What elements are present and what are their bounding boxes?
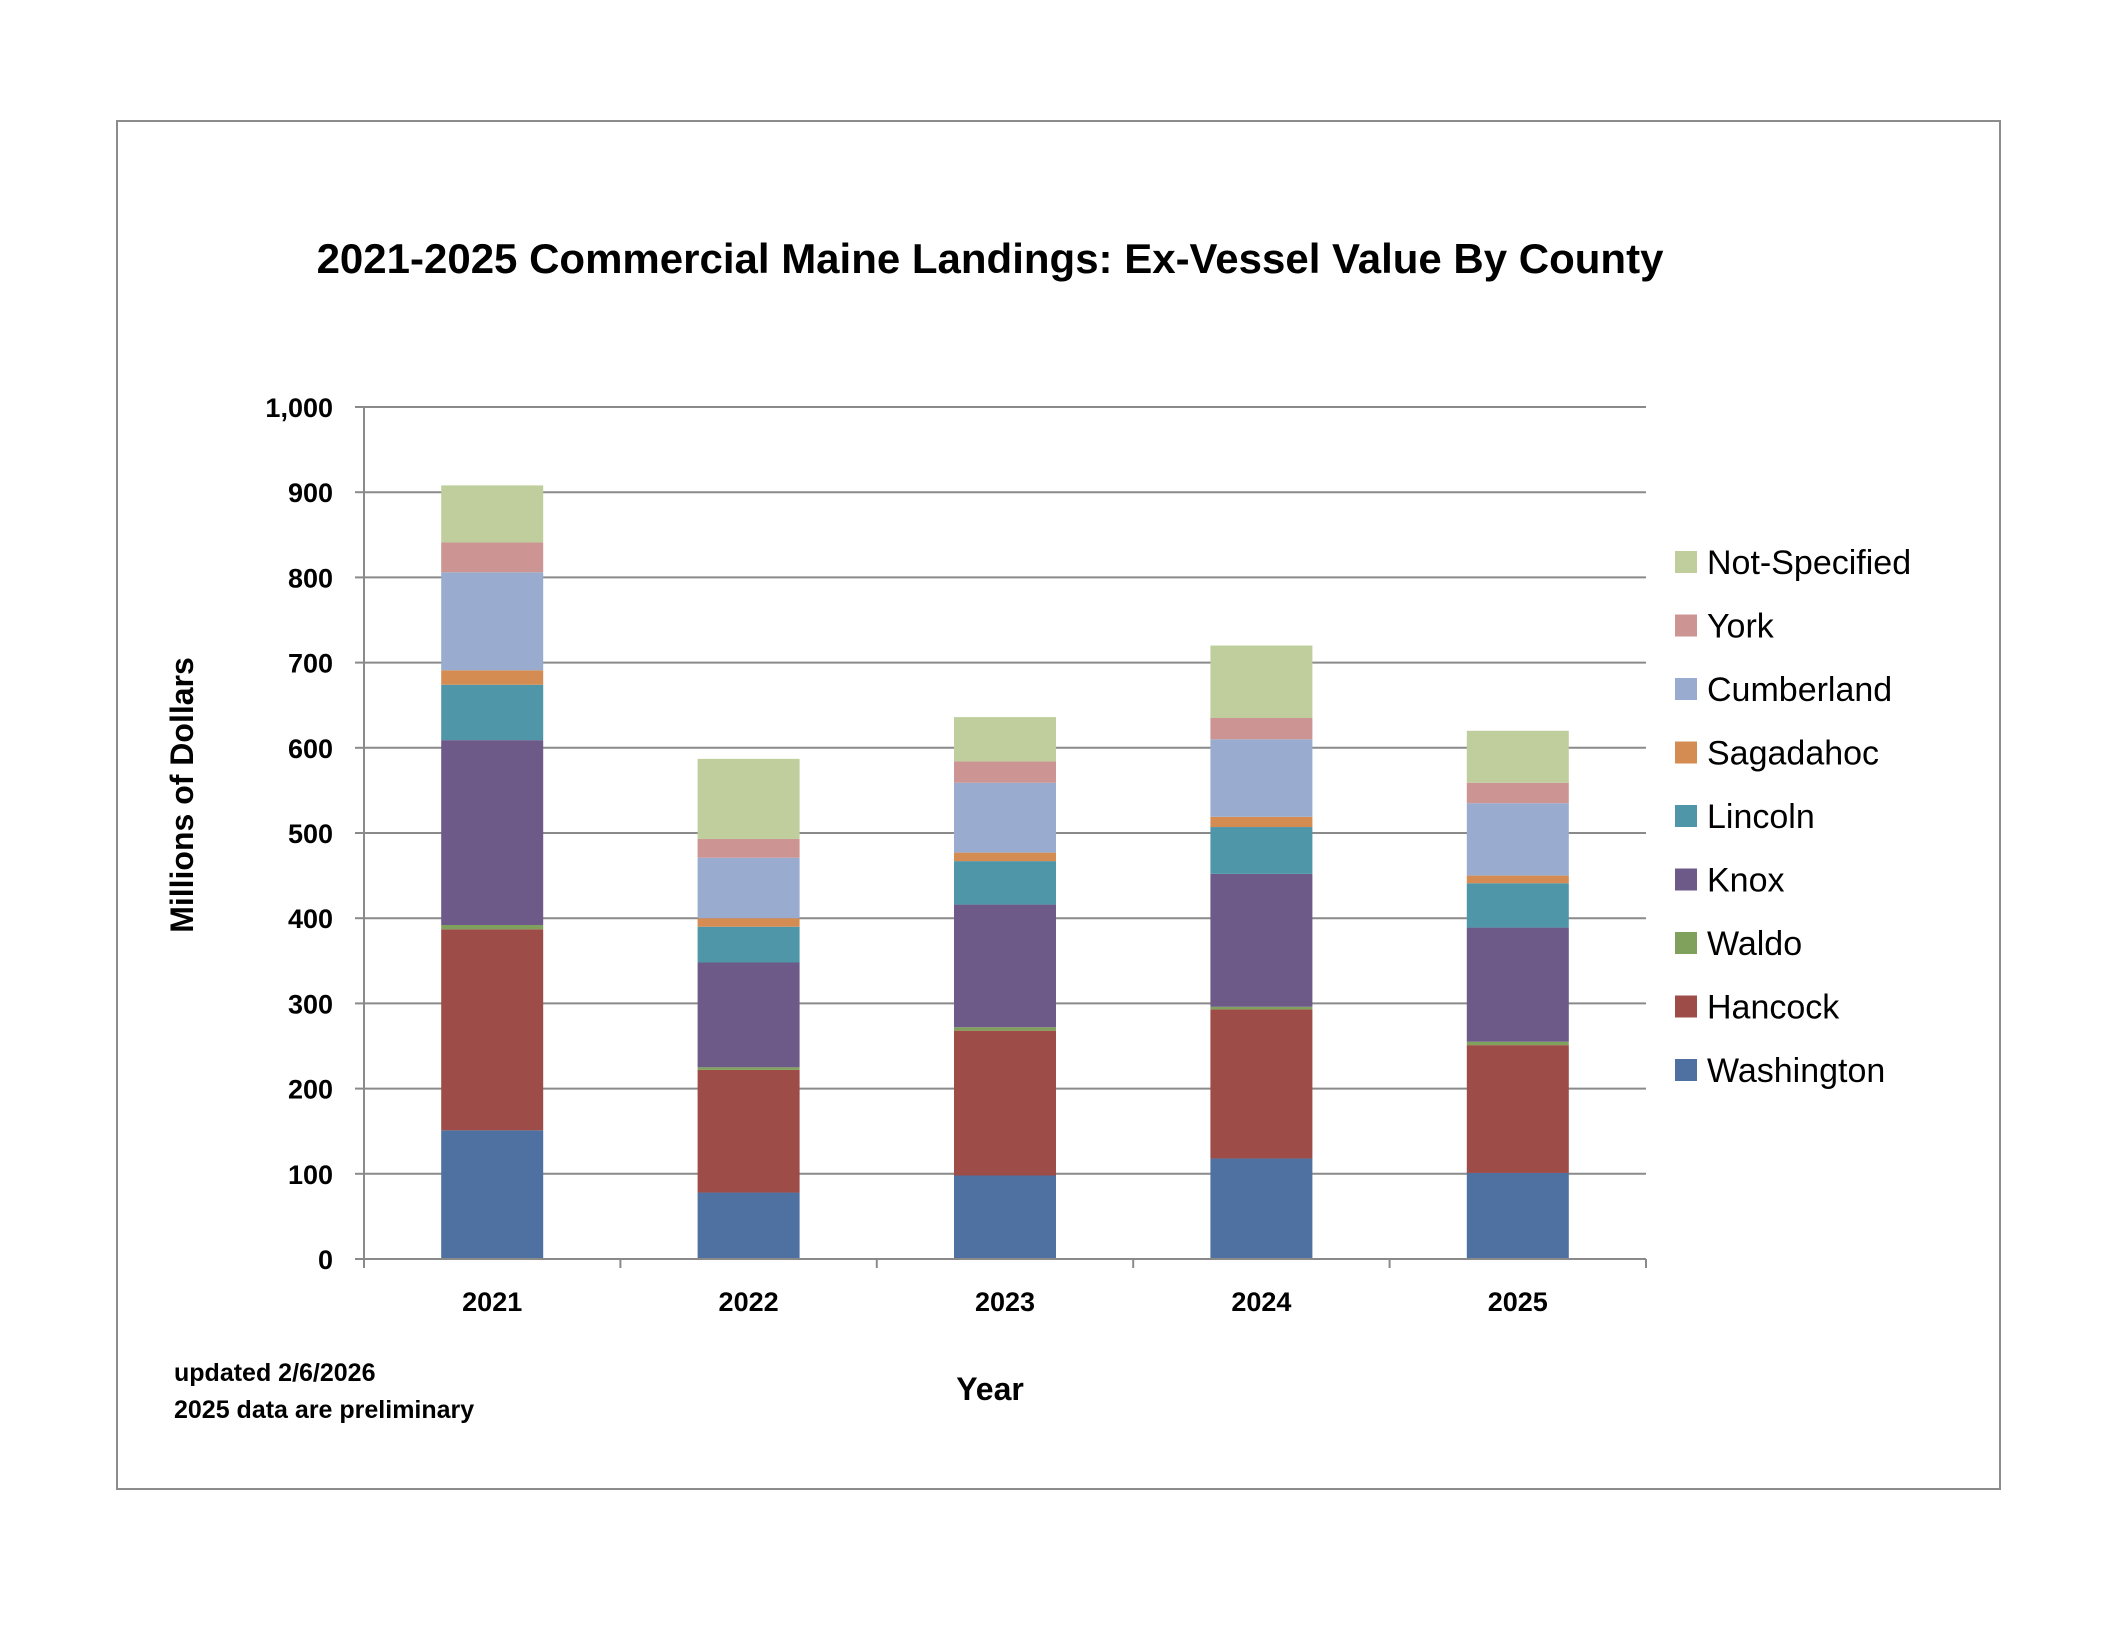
x-tick-label: 2024 <box>1231 1287 1291 1317</box>
bar-cumberland-2022 <box>697 857 800 919</box>
bar-cumberland-2021 <box>441 572 544 671</box>
x-tick-label: 2022 <box>719 1287 779 1317</box>
legend-label-york: York <box>1707 608 1775 646</box>
legend-label-knox: Knox <box>1707 862 1785 900</box>
bar-waldo-2023 <box>954 1027 1056 1031</box>
bar-lincoln-2023 <box>954 861 1056 905</box>
axes <box>363 407 1647 1268</box>
note-preliminary: 2025 data are preliminary <box>174 1396 474 1424</box>
bar-not-specified-2024 <box>1210 645 1313 718</box>
bar-washington-2024 <box>1210 1158 1313 1259</box>
y-tick-labels: 0 100 200 300 400 500 600 700 800 900 1,000 <box>265 393 333 1275</box>
legend-label-sagadahoc: Sagadahoc <box>1707 735 1879 773</box>
bar-hancock-2024 <box>1210 1009 1313 1159</box>
bar-york-2023 <box>954 761 1056 783</box>
y-axis-label: Millions of Dollars <box>164 657 200 933</box>
bar-sagadahoc-2023 <box>954 852 1056 862</box>
bar-cumberland-2025 <box>1466 803 1569 876</box>
y-tick-label: 100 <box>288 1160 333 1190</box>
chart-title: 2021-2025 Commercial Maine Landings: Ex-… <box>317 235 1665 282</box>
bars <box>441 485 1569 1259</box>
bar-washington-2022 <box>697 1192 800 1259</box>
x-tick-label: 2021 <box>462 1287 522 1317</box>
bar-lincoln-2022 <box>697 926 800 963</box>
legend-swatch-not-specified <box>1675 551 1697 573</box>
x-tick-label: 2023 <box>975 1287 1035 1317</box>
bar-lincoln-2021 <box>441 684 544 741</box>
bar-knox-2023 <box>954 904 1056 1028</box>
bar-sagadahoc-2025 <box>1466 875 1569 884</box>
y-tick-label: 900 <box>288 478 333 508</box>
bar-knox-2025 <box>1466 927 1569 1042</box>
bar-knox-2021 <box>441 740 544 926</box>
bar-washington-2021 <box>441 1130 544 1259</box>
note-updated: updated 2/6/2026 <box>174 1359 375 1387</box>
x-tick-label: 2025 <box>1488 1287 1548 1317</box>
y-tick-label: 400 <box>288 904 333 934</box>
y-tick-label: 800 <box>288 563 333 593</box>
legend-swatch-waldo <box>1675 932 1697 954</box>
legend-swatch-washington <box>1675 1059 1697 1081</box>
bar-lincoln-2024 <box>1210 827 1313 874</box>
legend-swatch-cumberland <box>1675 678 1697 700</box>
legend-label-hancock: Hancock <box>1707 989 1840 1027</box>
legend-swatch-sagadahoc <box>1675 741 1697 764</box>
legend-swatch-knox <box>1675 868 1697 891</box>
y-tick-label: 0 <box>318 1245 333 1275</box>
bar-washington-2023 <box>954 1175 1056 1259</box>
bar-sagadahoc-2021 <box>441 670 544 685</box>
legend: Not-Specified York Cumberland Sagadahoc Linc… <box>1675 544 1911 1090</box>
bar-hancock-2025 <box>1466 1045 1569 1173</box>
legend-label-lincoln: Lincoln <box>1707 798 1815 836</box>
bar-cumberland-2023 <box>954 782 1056 853</box>
bar-waldo-2025 <box>1466 1041 1569 1046</box>
bar-waldo-2021 <box>441 925 544 930</box>
bar-york-2024 <box>1210 717 1313 740</box>
bar-york-2021 <box>441 542 544 573</box>
bar-not-specified-2023 <box>954 717 1056 762</box>
y-tick-label: 500 <box>288 819 333 849</box>
y-tick-label: 600 <box>288 734 333 764</box>
bar-sagadahoc-2022 <box>697 918 800 927</box>
legend-label-cumberland: Cumberland <box>1707 671 1892 709</box>
bar-not-specified-2022 <box>697 758 800 839</box>
bar-hancock-2021 <box>441 929 544 1131</box>
bar-lincoln-2025 <box>1466 883 1569 928</box>
legend-label-not-specified: Not-Specified <box>1707 544 1911 582</box>
bar-waldo-2022 <box>697 1067 800 1070</box>
bar-washington-2025 <box>1466 1172 1569 1259</box>
bar-hancock-2023 <box>954 1030 1056 1176</box>
bar-sagadahoc-2024 <box>1210 816 1313 828</box>
bar-knox-2022 <box>697 962 800 1068</box>
bar-not-specified-2021 <box>441 485 544 543</box>
bar-not-specified-2025 <box>1466 730 1569 783</box>
bar-york-2022 <box>697 838 800 858</box>
legend-label-washington: Washington <box>1707 1052 1885 1090</box>
legend-swatch-lincoln <box>1675 805 1697 827</box>
x-axis-label: Year <box>956 1371 1024 1407</box>
legend-label-waldo: Waldo <box>1707 925 1802 963</box>
y-tick-label: 300 <box>288 989 333 1019</box>
bar-cumberland-2024 <box>1210 739 1313 817</box>
legend-swatch-york <box>1675 614 1697 637</box>
x-tick-labels: 2021 2022 2023 2024 2025 <box>462 1287 1548 1317</box>
y-tick-label: 700 <box>288 649 333 679</box>
bar-hancock-2022 <box>697 1069 800 1193</box>
y-tick-label: 200 <box>288 1075 333 1105</box>
bar-york-2025 <box>1466 782 1569 804</box>
bar-waldo-2024 <box>1210 1006 1313 1010</box>
legend-swatch-hancock <box>1675 995 1697 1018</box>
bar-knox-2024 <box>1210 873 1313 1007</box>
y-tick-label: 1,000 <box>265 393 333 423</box>
